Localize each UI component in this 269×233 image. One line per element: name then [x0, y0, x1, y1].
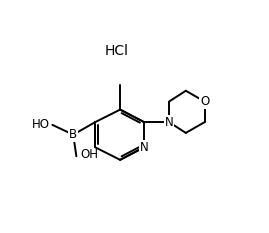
- Text: O: O: [200, 95, 209, 108]
- Text: HCl: HCl: [105, 44, 129, 58]
- Text: OH: OH: [80, 148, 98, 161]
- Text: N: N: [140, 141, 148, 154]
- Text: B: B: [69, 128, 77, 141]
- Text: N: N: [165, 116, 174, 129]
- Text: HO: HO: [32, 118, 50, 131]
